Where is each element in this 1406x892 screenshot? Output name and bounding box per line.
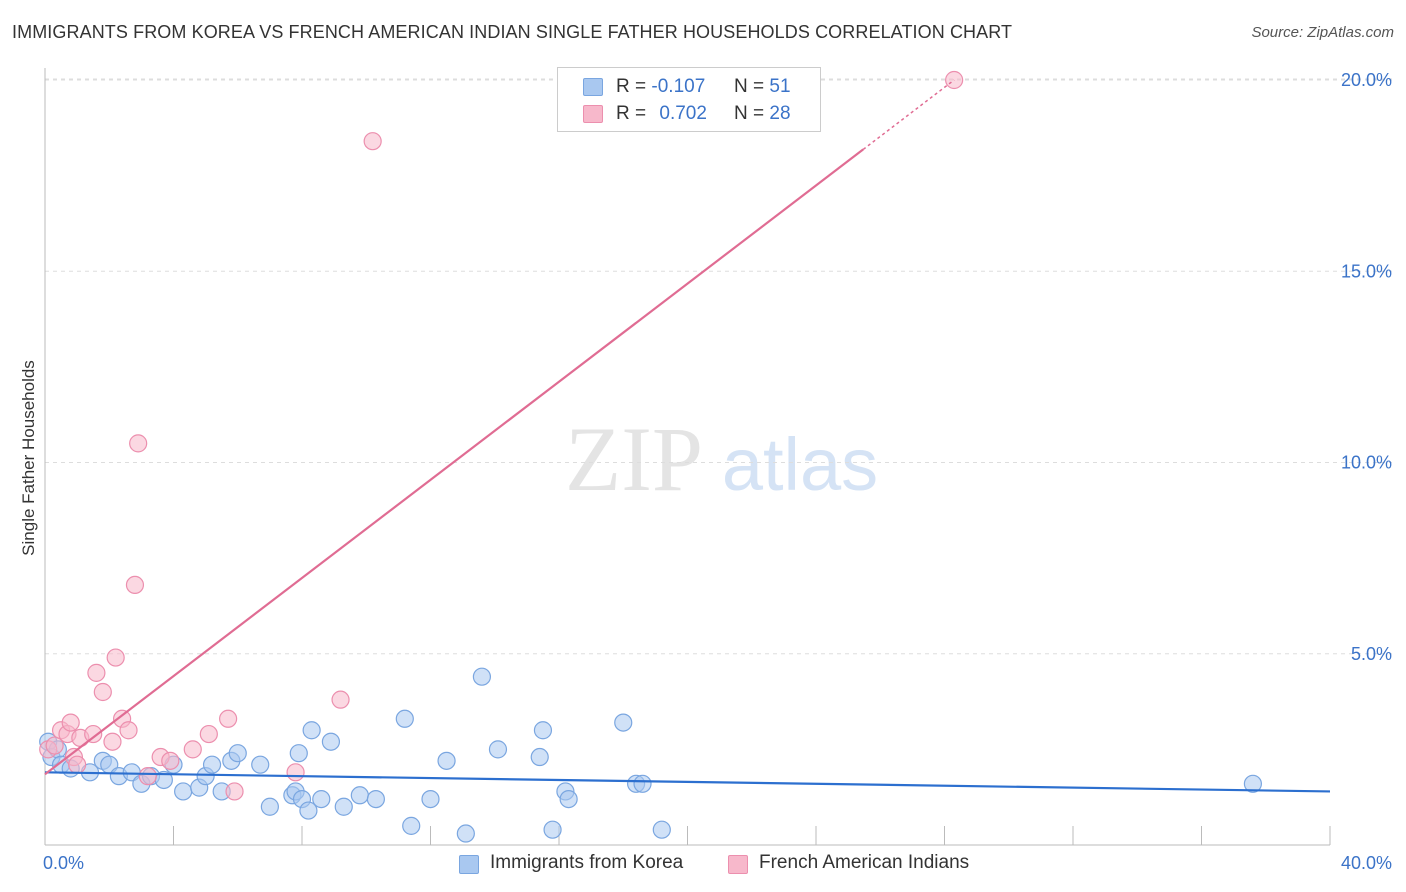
korea-point [366, 789, 385, 809]
french-point [87, 663, 106, 682]
french-trend-line [44, 148, 864, 776]
korea-point [395, 709, 414, 728]
french-n-value: 28 [769, 103, 791, 124]
watermark-atlas: atlas [722, 423, 878, 506]
korea-point [633, 774, 652, 793]
french-point [93, 682, 112, 702]
korea-point [174, 782, 193, 801]
korea-point [260, 797, 279, 816]
r-label: R = [616, 103, 647, 124]
korea-point [402, 816, 421, 835]
korea-trend-line [44, 771, 1331, 793]
korea-point [289, 744, 308, 763]
korea-point [202, 755, 222, 774]
french-point [84, 724, 103, 744]
korea-swatch [583, 78, 603, 96]
korea-point [456, 824, 475, 843]
y-tick-label: 15.0% [1341, 261, 1392, 281]
french-legend-label: French American Indians [759, 852, 970, 873]
korea-point [312, 789, 331, 809]
n-label: N = [734, 76, 765, 97]
french-point [119, 721, 138, 740]
correlation-legend: R = -0.107 N = 51 R = 0.702 N = 28 [557, 67, 821, 132]
french-point [219, 709, 238, 728]
french-point [125, 575, 145, 595]
korea-point [299, 801, 318, 820]
legend-french-n: N = 28 [734, 103, 791, 125]
korea-n-value: 51 [769, 76, 791, 97]
french-point [199, 724, 218, 744]
french-swatch [583, 105, 603, 123]
korea-point [334, 797, 353, 816]
y-tick-label: 10.0% [1341, 453, 1392, 473]
french-point [161, 751, 180, 770]
x-tick-label: 0.0% [43, 853, 84, 873]
korea-legend-label: Immigrants from Korea [490, 852, 684, 873]
french-r-value: 0.702 [659, 103, 707, 124]
korea-point [472, 667, 491, 686]
french-trend-extension [862, 79, 955, 151]
n-label: N = [734, 103, 765, 124]
r-label: R = [616, 76, 647, 97]
korea-point [530, 747, 549, 767]
chart-title: IMMIGRANTS FROM KOREA VS FRENCH AMERICAN… [12, 22, 1013, 42]
korea-point [543, 820, 562, 839]
legend-korea-n: N = 51 [734, 76, 791, 98]
korea-r-value: -0.107 [651, 76, 706, 97]
source-credit: Source: ZipAtlas.com [1251, 24, 1394, 41]
korea-point [421, 789, 440, 809]
french-point [106, 648, 125, 667]
korea-point [614, 713, 633, 732]
korea-point [437, 751, 456, 770]
french-point [45, 736, 64, 755]
french-point [68, 755, 87, 774]
korea-point [251, 755, 270, 774]
french-point [363, 132, 382, 151]
y-tick-label: 5.0% [1351, 644, 1392, 664]
french-point [183, 740, 202, 759]
korea-point [321, 732, 341, 751]
french-point [138, 767, 157, 786]
french-point [331, 690, 350, 709]
korea-point [488, 740, 508, 759]
y-tick-label: 20.0% [1341, 70, 1392, 90]
korea-point [228, 744, 247, 763]
watermark-zip: ZIP [565, 408, 703, 510]
korea-point [302, 721, 321, 740]
french-point [225, 782, 244, 801]
korea-point [350, 786, 369, 805]
legend-french-r: R = 0.702 [616, 103, 707, 125]
french-point [129, 434, 148, 453]
french-point [103, 732, 122, 751]
x-tick-label: 40.0% [1341, 853, 1392, 873]
korea-swatch [459, 855, 479, 874]
korea-point [652, 820, 671, 839]
french-point [61, 713, 80, 732]
series-legend: Immigrants from Korea French American In… [0, 852, 1406, 878]
french-point [286, 763, 305, 782]
french-swatch [728, 855, 748, 874]
korea-point [1243, 774, 1263, 793]
korea-point [533, 721, 553, 740]
korea-point [559, 789, 578, 809]
legend-korea-r: R = -0.107 [616, 76, 705, 98]
